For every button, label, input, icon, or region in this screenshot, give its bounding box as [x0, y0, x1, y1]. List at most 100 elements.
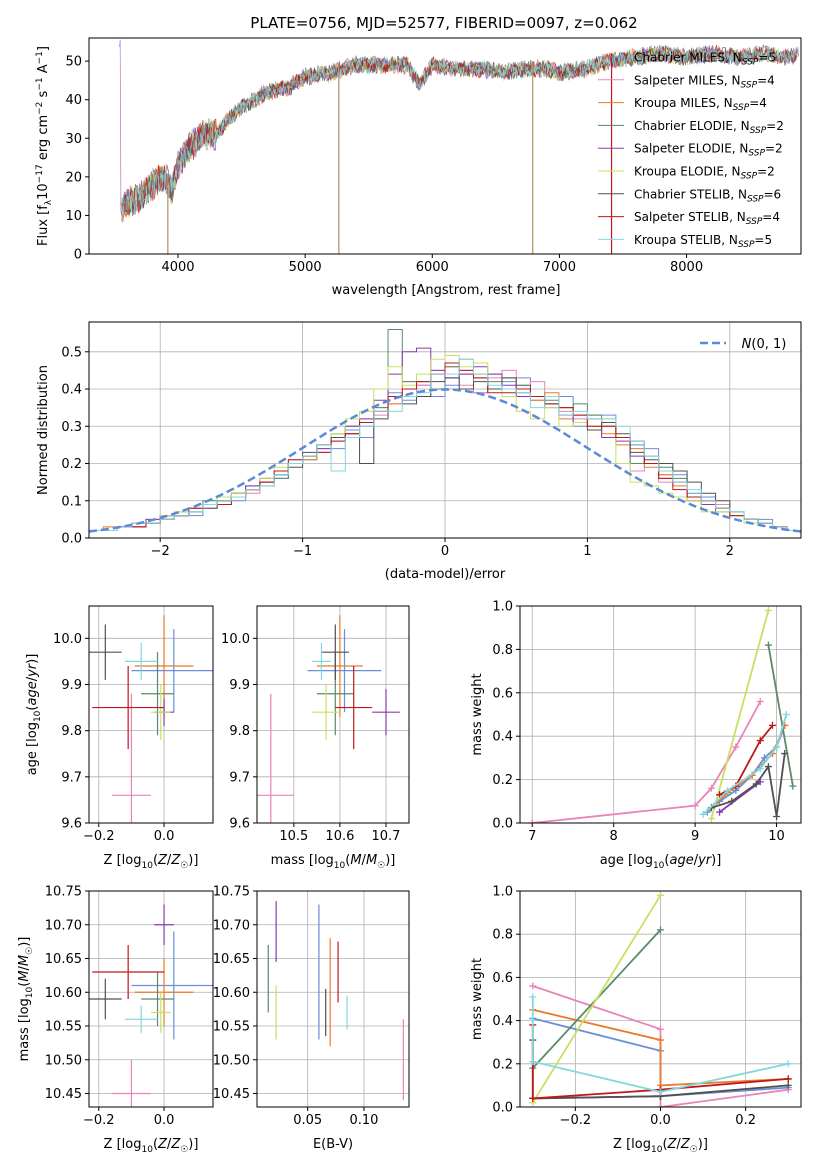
y-axis-label-part: −2	[35, 102, 45, 115]
y-tick-label: 10.65	[45, 952, 82, 967]
x-tick-label: 7	[528, 829, 536, 844]
y-tick-label: 0.5	[61, 345, 82, 360]
y-tick-label: 9.6	[61, 817, 82, 832]
y-tick-label: 0.6	[492, 971, 513, 986]
legend-entry-main: Salpeter STELIB, N	[634, 210, 746, 224]
axes-mass_vs_age: 10.5 10.6 10.7 9.6 9.7 9.8 9.9 10.0 mass [log10(…	[221, 605, 410, 871]
x-tick-label: −0.2	[83, 829, 115, 844]
mass-weight-line	[531, 996, 789, 1093]
axes-frame	[256, 890, 410, 1108]
x-tick-label: 10.6	[325, 829, 354, 844]
y-tick-label: 0.6	[492, 686, 513, 701]
axes-ebv_vs_mass: 0.05 0.10 10.45 10.50 10.55 10.60 10.65 10.70 10…	[213, 885, 410, 1152]
legend-entry-main: Kroupa STELIB, N	[634, 233, 738, 247]
x-axis-label-part: ☉	[180, 1145, 188, 1155]
x-axis-label-part: Z	[170, 853, 181, 868]
x-tick-label: 0.0	[154, 1113, 175, 1128]
mass-weight-marker	[529, 993, 537, 1001]
legend-entry-tail: =6	[764, 187, 782, 201]
legend-entry-main: Chabrier MILES, N	[634, 51, 742, 65]
mass-weight-marker	[657, 1036, 664, 1044]
axes-frame	[519, 605, 802, 824]
legend-entry-part: N	[742, 337, 752, 352]
legend-entry: Chabrier ELODIE, NSSP=2	[634, 119, 784, 136]
x-axis-label-part: (	[664, 853, 669, 868]
y-axis-label-part: M	[17, 970, 32, 981]
x-axis-label-part: ☉	[690, 1145, 698, 1155]
legend-entry-part: (0, 1)	[751, 337, 786, 352]
x-axis-label-part: ☉	[180, 861, 188, 871]
y-axis-label-part: /	[17, 965, 32, 970]
mass-weight-marker	[781, 750, 789, 758]
x-tick-label: −0.2	[560, 1113, 592, 1128]
mass-weight-marker	[707, 815, 715, 823]
y-axis-label-part: yr	[25, 662, 40, 678]
plot-area-z_vs_age	[89, 615, 213, 823]
x-axis-label-part: Z [log	[613, 1137, 651, 1152]
legend-entry: Chabrier STELIB, NSSP=6	[634, 187, 781, 204]
legend-entry-tail: =2	[757, 165, 775, 179]
y-axis-label-part: −1	[35, 51, 45, 64]
y-tick-label: 10.75	[45, 885, 82, 900]
x-axis-label-part: Z	[170, 1137, 181, 1152]
y-tick-label: 0.2	[492, 1057, 513, 1072]
y-axis-label-part: −1	[35, 77, 45, 90]
mass-weight-marker	[764, 606, 772, 614]
y-axis-label-part: Flux [f	[36, 205, 51, 246]
x-tick-label: −2	[151, 544, 170, 559]
x-tick-label: −0.2	[83, 1113, 115, 1128]
y-tick-label: 10.60	[213, 986, 250, 1001]
mass-weight-marker	[784, 1075, 792, 1083]
y-tick-label: 0.4	[492, 730, 513, 745]
y-tick-label: 40	[65, 93, 82, 108]
x-axis-label-part: )]	[698, 1137, 708, 1152]
legend-entry-sub: SSP	[746, 217, 763, 227]
y-tick-label: 0.2	[61, 457, 82, 472]
legend-entry-sub: SSP	[748, 149, 765, 159]
y-axis-label-part: /	[25, 676, 40, 681]
legend-entry-tail: =4	[762, 210, 780, 224]
y-tick-label: 1.0	[492, 885, 513, 900]
legend-entry: Kroupa MILES, NSSP=4	[634, 96, 767, 113]
y-tick-label: 9.6	[229, 817, 250, 832]
x-tick-label: 6000	[416, 260, 449, 275]
y-axis-label-part: ]	[36, 46, 51, 51]
y-axis-label-part: )]	[17, 937, 32, 947]
mass-weight-marker	[784, 1081, 792, 1089]
y-axis-label-part: )]	[25, 654, 40, 664]
y-tick-label: 0.4	[492, 1014, 513, 1029]
y-tick-label: 0.0	[61, 532, 82, 547]
x-tick-label: 7000	[543, 260, 576, 275]
plot-area-residuals	[89, 328, 801, 533]
y-axis-label-part: age	[25, 681, 40, 705]
x-axis-label-part: Z	[157, 1137, 168, 1152]
mass-weight-line	[532, 894, 662, 1104]
mass-weight-marker	[657, 891, 664, 899]
y-tick-label: 0.0	[492, 817, 513, 832]
y-tick-label: 10.0	[221, 632, 250, 647]
mass-weight-marker	[657, 1103, 664, 1107]
mass-weight-marker	[784, 1060, 792, 1068]
mass-weight-marker	[764, 641, 772, 649]
y-tick-label: 10.55	[213, 1020, 250, 1035]
x-axis-label: age [log10(age/yr)]	[600, 853, 722, 871]
plot-area-z_vs_mass	[89, 904, 213, 1107]
y-tick-label: 9.9	[61, 678, 82, 693]
mass-weight-marker	[716, 808, 724, 816]
plot-area-age_vs_massweight	[528, 606, 797, 823]
y-axis-label-part: A	[36, 64, 51, 77]
legend-entry-main: Salpeter ELODIE, N	[634, 142, 748, 156]
x-axis-label-part: )]	[385, 853, 395, 868]
legend-entry-main: Chabrier STELIB, N	[634, 187, 747, 201]
x-axis-label-part: )]	[188, 1137, 198, 1152]
axes-residuals: −2 −1 0 1 2 0.0 0.1 0.2 0.3 0.4 0.5 N(0, 1) (data-mo…	[36, 321, 802, 582]
x-tick-label: 0.10	[349, 1113, 378, 1128]
x-axis-label-part: /	[676, 1137, 681, 1152]
spectrum-line	[125, 43, 795, 212]
histogram-step	[89, 358, 801, 532]
legend-entry-sub: SSP	[738, 240, 755, 250]
axes-z_vs_age: −0.2 0.09.69.79.89.910.0Z [log10(Z/Z☉)]ag…	[25, 605, 214, 871]
y-axis-label-part: s	[36, 90, 51, 101]
